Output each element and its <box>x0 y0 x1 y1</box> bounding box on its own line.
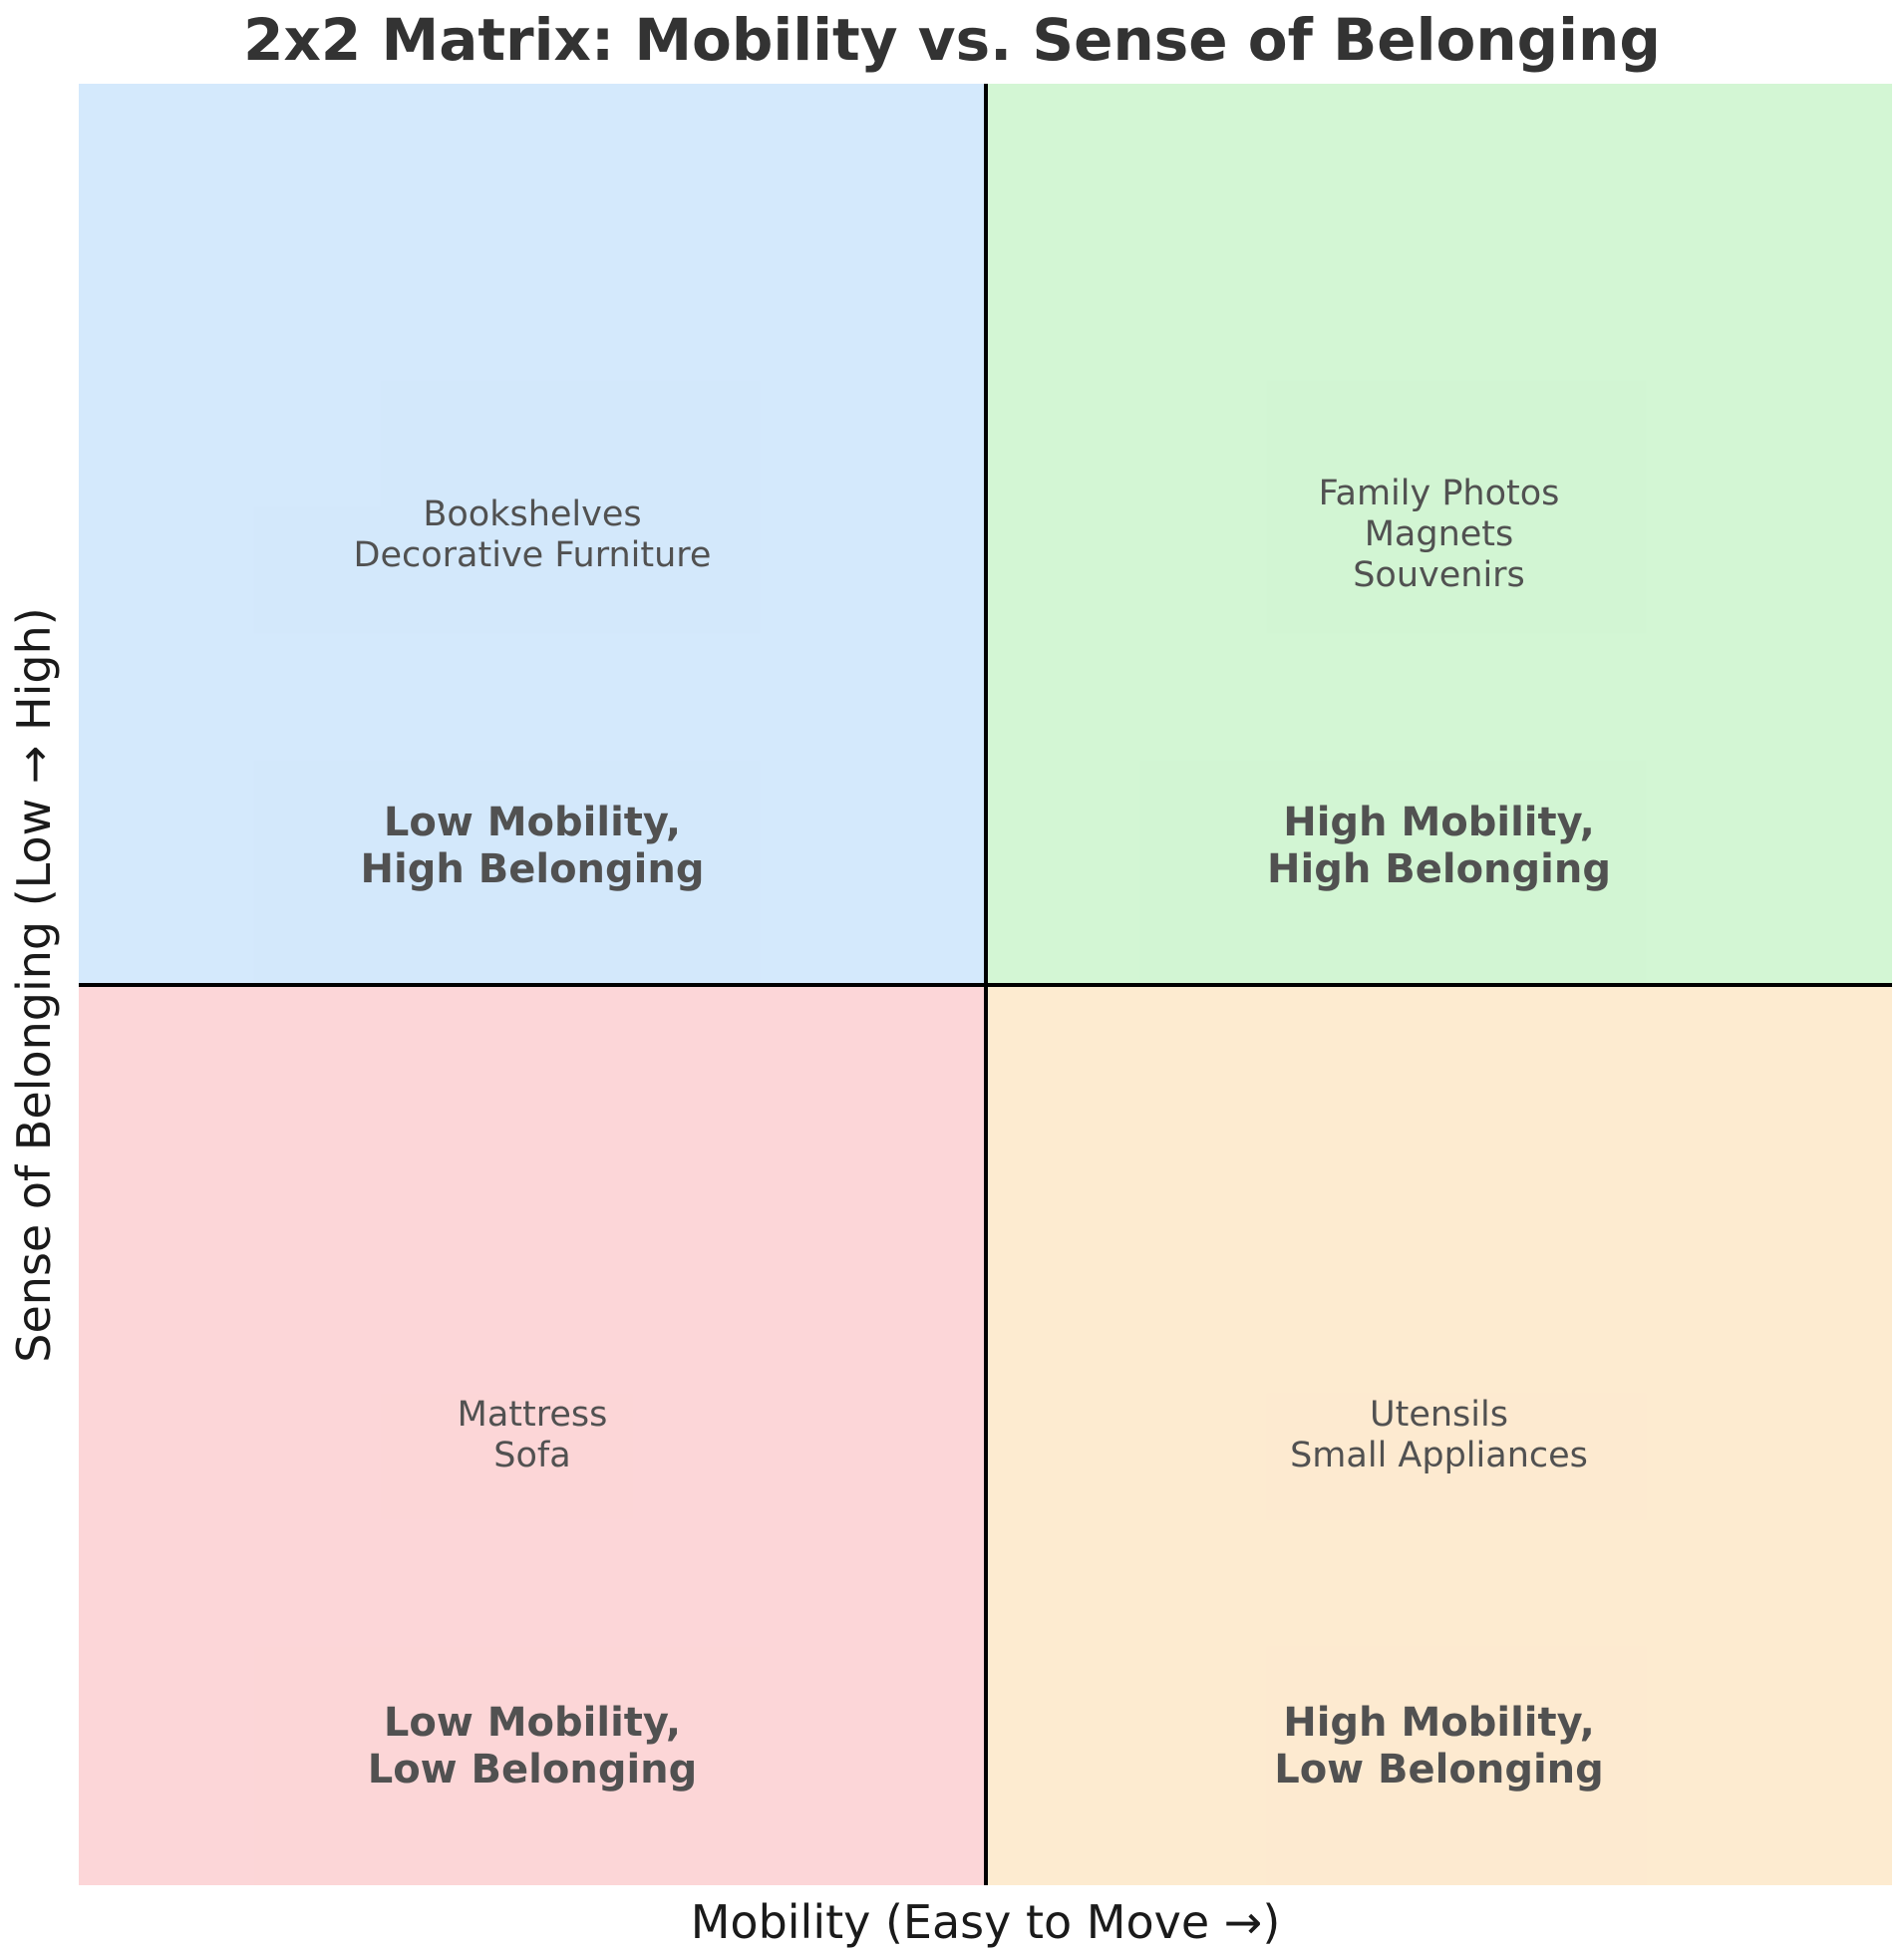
quadrant-label-line: Low Belonging <box>367 1747 698 1792</box>
item-label: Bookshelves <box>423 494 642 534</box>
item-label: Magnets <box>1364 514 1514 554</box>
quadrant-label-line: High Belonging <box>1267 846 1611 892</box>
quadrant-items: Utensils Small Appliances <box>986 1395 1892 1476</box>
quadrant-items: Mattress Sofa <box>79 1395 986 1476</box>
y-axis-label-container: Sense of Belonging (Low → High) <box>3 84 65 1885</box>
item-label: Souvenirs <box>1353 555 1525 595</box>
item-label: Family Photos <box>1318 474 1560 513</box>
quadrant-label: Low Mobility, Low Belonging <box>79 1700 986 1793</box>
item-label: Mattress <box>457 1395 608 1435</box>
horizontal-divider <box>79 983 1892 987</box>
y-axis-label: Sense of Belonging (Low → High) <box>7 606 61 1363</box>
x-axis-label: Mobility (Easy to Move →) <box>690 1895 1281 1949</box>
chart-title: 2x2 Matrix: Mobility vs. Sense of Belong… <box>243 6 1661 74</box>
quadrant-high-mobility-low-belonging: Utensils Small Appliances High Mobility,… <box>986 985 1892 1885</box>
quadrant-items: Bookshelves Decorative Furniture <box>79 494 986 576</box>
quadrant-label: Low Mobility, High Belonging <box>79 800 986 893</box>
matrix: Bookshelves Decorative Furniture Low Mob… <box>79 84 1892 1885</box>
quadrant-label-line: Low Mobility, <box>383 1700 682 1746</box>
item-label: Sofa <box>493 1436 571 1475</box>
quadrant-label-line: Low Mobility, <box>383 800 682 845</box>
quadrant-label-line: High Belonging <box>360 846 705 892</box>
quadrant-high-mobility-high-belonging: Family Photos Magnets Souvenirs High Mob… <box>986 84 1892 985</box>
quadrant-items: Family Photos Magnets Souvenirs <box>986 474 1892 596</box>
quadrant-label: High Mobility, High Belonging <box>986 800 1892 893</box>
item-label: Utensils <box>1370 1395 1508 1435</box>
quadrant-label: High Mobility, Low Belonging <box>986 1700 1892 1793</box>
quadrant-label-line: Low Belonging <box>1274 1747 1604 1792</box>
item-label: Small Appliances <box>1290 1436 1588 1475</box>
quadrant-low-mobility-low-belonging: Mattress Sofa Low Mobility, Low Belongin… <box>79 985 986 1885</box>
quadrant-label-line: High Mobility, <box>1283 800 1595 845</box>
quadrant-low-mobility-high-belonging: Bookshelves Decorative Furniture Low Mob… <box>79 84 986 985</box>
quadrant-label-line: High Mobility, <box>1283 1700 1595 1746</box>
item-label: Decorative Furniture <box>353 535 712 575</box>
